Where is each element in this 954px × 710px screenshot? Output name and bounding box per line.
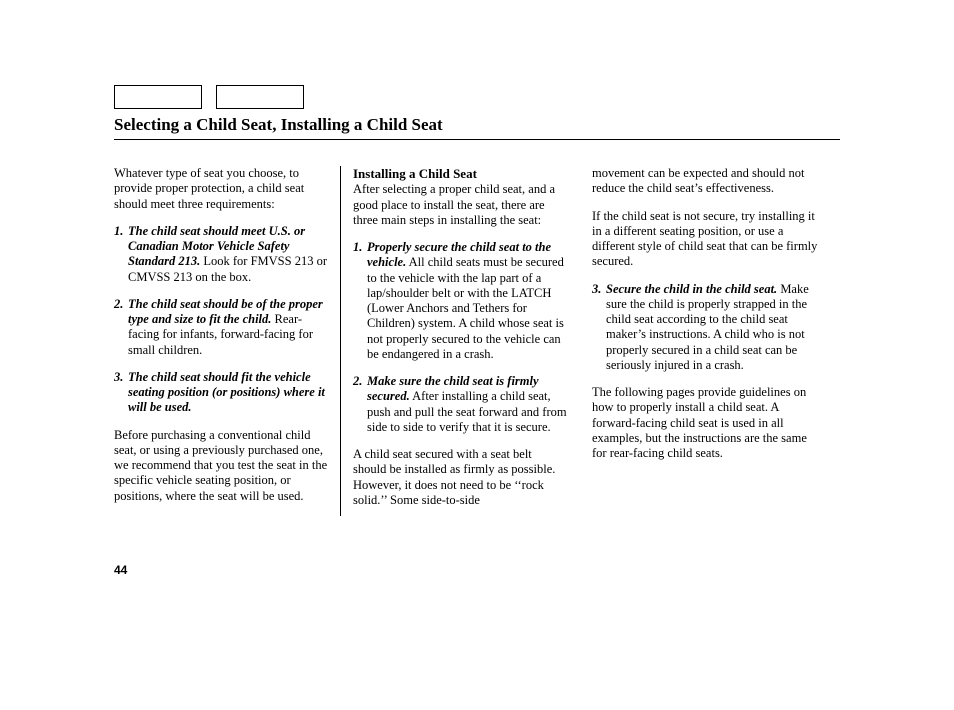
item-number: 1.: [114, 224, 128, 285]
requirement-item: 1. The child seat should meet U.S. or Ca…: [114, 224, 328, 285]
column-2: Installing a Child SeatAfter selecting a…: [340, 166, 580, 516]
content-columns: Whatever type of seat you choose, to pro…: [114, 166, 840, 516]
header-box-2: [216, 85, 304, 109]
item-lead: Secure the child in the child seat.: [606, 282, 777, 296]
header-boxes: [114, 85, 840, 109]
item-body: Properly secure the child seat to the ve…: [367, 240, 568, 362]
item-body: The child seat should fit the vehicle se…: [128, 370, 328, 416]
step-item: 2. Make sure the child seat is firmly se…: [353, 374, 568, 435]
requirement-item: 2. The child seat should be of the prope…: [114, 297, 328, 358]
header-box-1: [114, 85, 202, 109]
installing-section: Installing a Child SeatAfter selecting a…: [353, 166, 568, 228]
item-number: 1.: [353, 240, 367, 362]
item-lead: The child seat should fit the vehicle se…: [128, 370, 325, 415]
continuation-paragraph: If the child seat is not secure, try ins…: [592, 209, 820, 270]
section-heading: Installing a Child Seat: [353, 166, 477, 181]
item-body: Make sure the child seat is firmly secur…: [367, 374, 568, 435]
item-number: 2.: [353, 374, 367, 435]
requirement-item: 3. The child seat should fit the vehicle…: [114, 370, 328, 416]
continuation-paragraph: movement can be expected and should not …: [592, 166, 820, 197]
item-body: Secure the child in the child seat. Make…: [606, 282, 820, 374]
item-body: The child seat should meet U.S. or Canad…: [128, 224, 328, 285]
item-body: The child seat should be of the proper t…: [128, 297, 328, 358]
intro-paragraph: Whatever type of seat you choose, to pro…: [114, 166, 328, 212]
item-number: 3.: [592, 282, 606, 374]
item-rest: All child seats must be secured to the v…: [367, 255, 564, 361]
outro-paragraph: The following pages provide guidelines o…: [592, 385, 820, 461]
step-item: 1. Properly secure the child seat to the…: [353, 240, 568, 362]
outro-paragraph: Before purchasing a conventional child s…: [114, 428, 328, 504]
page-title: Selecting a Child Seat, Installing a Chi…: [114, 115, 840, 139]
section-intro: After selecting a proper child seat, and…: [353, 182, 555, 227]
manual-page: Selecting a Child Seat, Installing a Chi…: [114, 85, 840, 516]
column-3: movement can be expected and should not …: [580, 166, 820, 516]
item-number: 2.: [114, 297, 128, 358]
item-number: 3.: [114, 370, 128, 416]
step-item: 3. Secure the child in the child seat. M…: [592, 282, 820, 374]
column-1: Whatever type of seat you choose, to pro…: [114, 166, 340, 516]
title-rule: [114, 139, 840, 140]
outro-paragraph: A child seat secured with a seat belt sh…: [353, 447, 568, 508]
page-number: 44: [114, 563, 127, 577]
